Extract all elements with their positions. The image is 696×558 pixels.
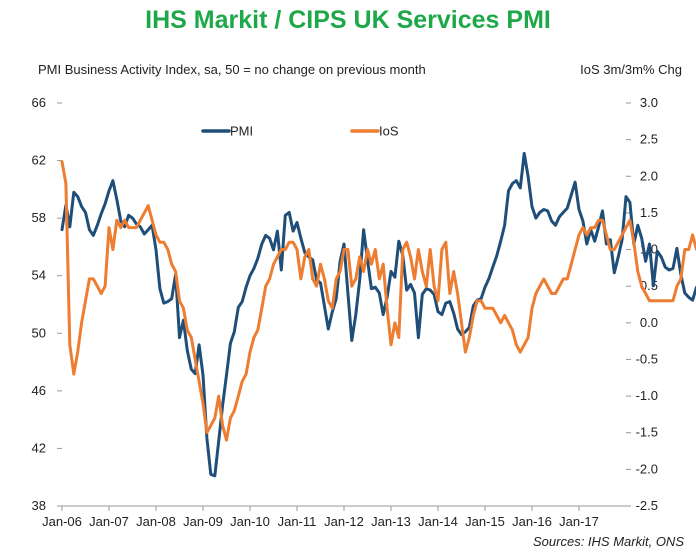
right-tick-label: 0.0 — [640, 315, 658, 330]
x-tick-label: Jan-17 — [559, 514, 599, 529]
x-tick-label: Jan-06 — [42, 514, 82, 529]
left-tick-label: 58 — [32, 210, 46, 225]
left-tick-label: 66 — [32, 95, 46, 110]
x-tick-label: Jan-10 — [230, 514, 270, 529]
x-tick-label: Jan-07 — [89, 514, 129, 529]
x-tick-label: Jan-11 — [278, 514, 317, 529]
left-tick-label: 50 — [32, 325, 46, 340]
right-tick-label: -1.0 — [636, 388, 658, 403]
x-tick-label: Jan-16 — [512, 514, 552, 529]
right-tick-label: 2.0 — [640, 168, 658, 183]
x-tick-label: Jan-13 — [371, 514, 411, 529]
chart-title: IHS Markit / CIPS UK Services PMI — [145, 6, 551, 34]
left-tick-label: 46 — [32, 383, 46, 398]
left-tick-label: 38 — [32, 498, 46, 513]
right-tick-label: 1.5 — [640, 205, 658, 220]
right-tick-label: 3.0 — [640, 95, 658, 110]
right-tick-label: -0.5 — [636, 351, 658, 366]
left-tick-label: 42 — [32, 440, 46, 455]
left-tick-label: 54 — [32, 268, 46, 283]
legend-label-ios: IoS — [379, 124, 399, 139]
series-line-pmi — [60, 151, 696, 478]
legend-label-pmi: PMI — [230, 124, 253, 139]
left-tick-label: 62 — [32, 153, 46, 168]
chart-source: Sources: IHS Markit, ONS — [533, 534, 684, 549]
x-tick-label: Jan-12 — [324, 514, 364, 529]
chart-subtitle: PMI Business Activity Index, sa, 50 = no… — [38, 62, 426, 77]
x-tick-label: Jan-14 — [418, 514, 458, 529]
right-tick-label: -2.0 — [636, 461, 658, 476]
x-tick-label: Jan-09 — [183, 514, 223, 529]
right-tick-label: -1.5 — [636, 425, 658, 440]
right-tick-label: 2.5 — [640, 132, 658, 147]
x-tick-label: Jan-08 — [136, 514, 176, 529]
x-tick-label: Jan-15 — [465, 514, 505, 529]
right-axis-label: IoS 3m/3m% Chg — [580, 62, 682, 77]
series-line-ios — [60, 160, 696, 442]
right-tick-label: -2.5 — [636, 498, 658, 513]
